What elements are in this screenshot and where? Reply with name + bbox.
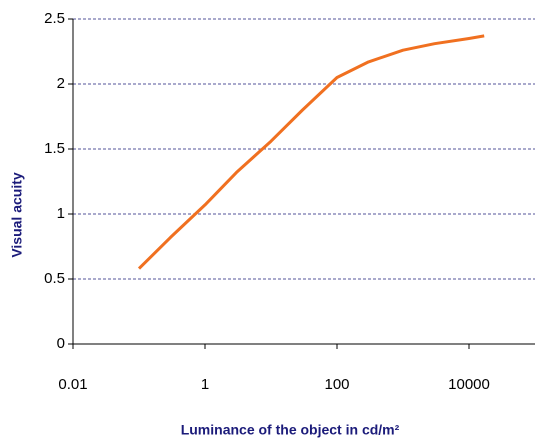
y-tick-label: 1 [57,205,65,222]
x-axis-title: Luminance of the object in cd/m² [181,422,400,438]
x-tick-label: 100 [324,376,349,393]
x-tick-label: 1 [201,376,209,393]
x-tick-label: 0.01 [58,376,87,393]
y-tick-label: 2 [57,75,65,92]
y-tick-label: 2.5 [44,10,65,27]
y-axis-title: Visual acuity [9,172,25,258]
x-tick-label: 10000 [448,376,490,393]
data-line [137,34,485,270]
y-tick-label: 0.5 [44,270,65,287]
y-tick-label: 0 [57,335,65,352]
y-tick-label: 1.5 [44,140,65,157]
